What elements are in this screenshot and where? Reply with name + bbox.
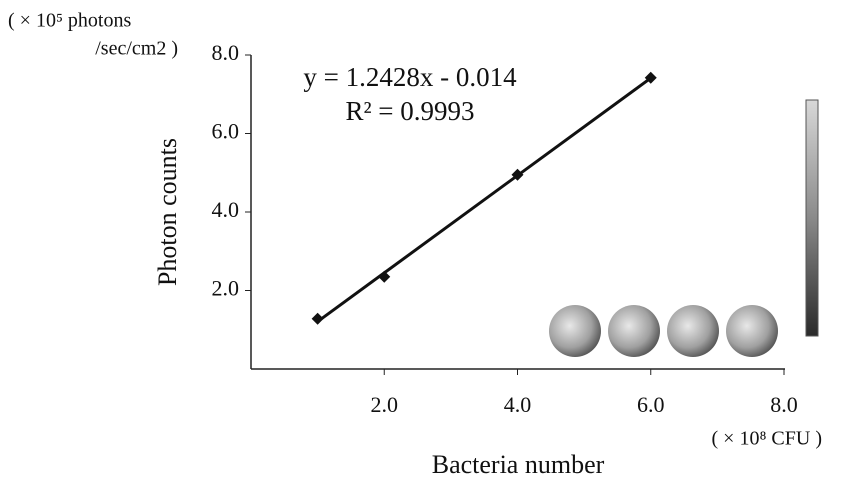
y-tick-label: 8.0 (212, 40, 240, 65)
y-unit-label: ( × 10⁵ photons (8, 10, 131, 32)
x-tick-label: 6.0 (637, 392, 665, 417)
x-axis-title: Bacteria number (432, 450, 605, 479)
y-unit-label: /sec/cm2 ) (95, 38, 178, 60)
y-tick-label: 4.0 (212, 197, 240, 222)
x-tick-label: 4.0 (504, 392, 532, 417)
y-tick-label: 2.0 (212, 276, 240, 301)
x-tick-label: 8.0 (770, 392, 798, 417)
point (311, 312, 324, 325)
colorbar (805, 99, 819, 337)
point (378, 270, 391, 283)
x-tick-label: 2.0 (371, 392, 399, 417)
equation: y = 1.2428x - 0.014 (303, 62, 517, 92)
y-axis-title: Photon counts (153, 138, 182, 286)
trendline (316, 76, 652, 323)
sample-images (549, 305, 778, 357)
r-squared: R² = 0.9993 (345, 96, 474, 126)
y-tick-label: 6.0 (212, 119, 240, 144)
point (644, 71, 657, 84)
x-unit-label: ( × 10⁸ CFU ) (712, 428, 822, 450)
point (511, 168, 524, 181)
